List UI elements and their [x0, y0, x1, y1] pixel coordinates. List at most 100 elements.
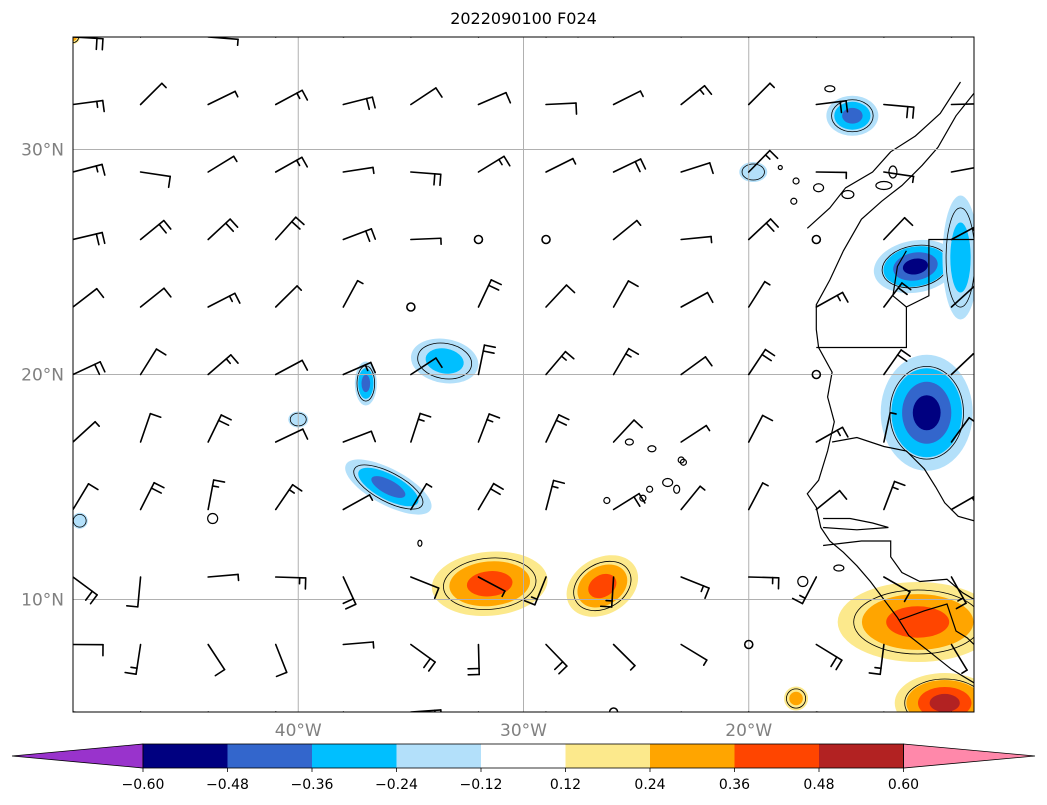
negative-anomaly [739, 162, 768, 182]
wind-barb [207, 90, 239, 106]
barb-staff [747, 37, 750, 38]
barb-feather [761, 414, 774, 422]
barb-feather [427, 661, 436, 672]
colorbar-tick-label: 0.48 [803, 777, 834, 793]
wind-barb [139, 348, 167, 376]
wind-barb [139, 412, 162, 443]
wind-barb [207, 573, 240, 582]
wind-barb [73, 99, 105, 113]
wind-barb [545, 350, 575, 376]
barb-staff [883, 711, 885, 712]
colorbar-frame [142, 743, 904, 769]
barb-feather [560, 355, 567, 361]
positive-anomaly [566, 555, 639, 617]
wind-barb [477, 279, 502, 308]
coastline [806, 81, 962, 229]
barb-feather [162, 16, 170, 24]
coastline [831, 436, 974, 522]
wind-barb [477, 155, 511, 173]
wind-barb [680, 84, 713, 106]
barb-staff [477, 344, 486, 376]
wind-barb [883, 576, 911, 603]
barb-feather [765, 19, 773, 26]
colorbar-segment [734, 744, 819, 768]
barb-staff [342, 494, 371, 511]
calm-circle [608, 707, 619, 712]
barb-staff [883, 349, 902, 376]
barb-staff [747, 218, 772, 241]
barb-staff [747, 414, 764, 443]
barb-feather [699, 88, 705, 95]
wind-barb [680, 356, 713, 376]
anomaly-level [789, 691, 803, 706]
wind-barb [342, 430, 377, 443]
barb-staff [410, 483, 428, 511]
barb-staff [950, 495, 974, 511]
barb-staff [274, 37, 278, 38]
barb-feather [489, 735, 498, 742]
barb-staff [680, 356, 707, 376]
barb-feather [95, 287, 105, 299]
barb-feather [371, 96, 376, 109]
barb-feather [624, 353, 632, 358]
barb-staff [274, 216, 297, 241]
wind-barb [950, 353, 974, 376]
wind-barb [139, 219, 172, 241]
coastlines [207, 81, 974, 684]
wind-barb [139, 481, 165, 511]
barb-feather [211, 485, 220, 488]
barb-feather [941, 734, 947, 735]
barb-feather [101, 99, 105, 113]
barb-staff [207, 90, 236, 106]
barb-feather [433, 587, 440, 600]
colorbar-tick-label: −0.48 [206, 777, 249, 793]
barb-feather [95, 37, 98, 51]
barb-feather [435, 357, 443, 369]
barb-feather [869, 734, 880, 736]
barb-staff [747, 576, 780, 579]
barb-feather [290, 220, 301, 230]
wind-barb [477, 482, 504, 511]
wind-barb [207, 643, 226, 677]
wind-barb [883, 480, 906, 511]
coastline [899, 603, 974, 645]
barb-feather [874, 666, 882, 670]
barb-feather [482, 350, 495, 354]
barb-staff [410, 37, 413, 38]
barb-staff [950, 37, 955, 38]
barb-staff [73, 420, 96, 443]
colorbar-extend-high [903, 743, 1036, 769]
barb-feather [558, 665, 568, 675]
barb-staff [207, 643, 226, 671]
barb-staff [73, 163, 103, 173]
wind-barb [815, 426, 849, 443]
barb-staff [136, 576, 142, 608]
wind-barb [868, 643, 885, 676]
anomaly-level [361, 374, 371, 393]
barb-staff [680, 643, 708, 661]
wind-barb [545, 157, 577, 173]
barb-feather [364, 364, 369, 372]
wind-barb [139, 171, 172, 189]
barb-feather [214, 668, 226, 677]
barb-feather [553, 660, 564, 671]
barb-staff [73, 361, 101, 376]
island [207, 512, 219, 525]
wind-barb [467, 643, 481, 676]
wind-barb [941, 711, 953, 735]
island [677, 456, 685, 464]
barb-feather [575, 102, 578, 115]
barb-staff [883, 411, 891, 443]
barb-feather [487, 284, 500, 291]
barb-feather [708, 162, 714, 175]
barb-staff [342, 37, 347, 38]
wind-barb [207, 155, 238, 173]
barb-staff [950, 166, 974, 173]
wind-barb [950, 285, 974, 308]
island [797, 575, 809, 588]
wind-barb [791, 576, 818, 605]
wind-barb [612, 158, 647, 173]
barb-feather [345, 603, 357, 610]
barb-staff [139, 412, 152, 443]
barb-staff [207, 573, 239, 578]
